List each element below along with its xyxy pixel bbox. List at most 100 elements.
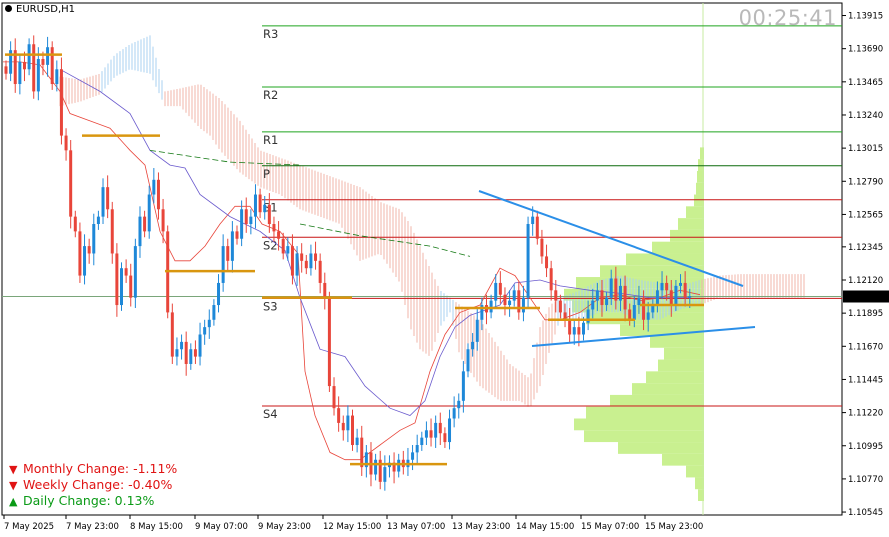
ichimoku-cloud [59, 35, 805, 407]
candle-body [351, 415, 354, 446]
trendline-lower [531, 326, 756, 347]
candle-body [133, 246, 137, 298]
volume-profile-bar [600, 265, 704, 278]
candle-body [120, 268, 123, 306]
x-tick-label: 15 May 23:00 [645, 522, 703, 532]
candle-body [480, 305, 484, 320]
candle-body [688, 296, 692, 298]
candle-body [341, 422, 345, 431]
candle-body [337, 408, 341, 423]
candle-body [106, 187, 110, 210]
volume-profile-bar [652, 241, 704, 254]
volume-profile-bar [574, 418, 704, 431]
candle-body [448, 418, 452, 443]
x-tick-label: 7 May 23:00 [66, 522, 119, 532]
candle-body [526, 224, 530, 298]
candle-body [346, 415, 350, 431]
candle-body [263, 204, 267, 213]
candle-body [679, 282, 683, 286]
candle-body [69, 150, 73, 217]
candle-body [503, 294, 507, 306]
y-tick-label: 1.11220 [848, 409, 883, 419]
candle-body [152, 179, 156, 195]
candle-body [290, 246, 294, 276]
x-tick-label: 13 May 07:00 [387, 522, 445, 532]
x-tick-label: 9 May 07:00 [195, 522, 248, 532]
symbol-text: EURUSD,H1 [16, 4, 76, 15]
candle-body [457, 400, 461, 409]
candle-body [161, 209, 165, 232]
candle-body [392, 462, 396, 472]
volume-profile-bar [586, 406, 704, 419]
candle-body [512, 290, 516, 301]
candle-body [642, 297, 646, 320]
candle-body [494, 282, 498, 301]
candle-body [383, 467, 387, 482]
candle-body [531, 216, 535, 225]
candle-body [59, 69, 63, 136]
pivot-label-r2: R2 [263, 88, 278, 102]
candle-body [115, 253, 119, 306]
volume-profile-bar [670, 229, 704, 242]
volume-profile-bar [658, 359, 704, 372]
candle-body [4, 66, 8, 74]
candle-body [41, 58, 45, 65]
current-price-label: 1.12008 [847, 293, 882, 303]
candle-body [50, 47, 54, 85]
volume-profile-bar [678, 218, 704, 230]
candle-body [249, 216, 253, 225]
candle-body [240, 209, 244, 239]
symbol-dot-icon [5, 5, 12, 12]
x-tick-label: 7 May 2025 [4, 522, 54, 532]
candle-body [660, 282, 664, 291]
candle-timer: 00:25:41 [738, 6, 837, 30]
current-price-box [843, 290, 889, 303]
x-tick-label: 8 May 15:00 [130, 522, 183, 532]
candle-body [669, 290, 673, 306]
candle-body [198, 334, 202, 357]
x-tick-label: 15 May 07:00 [581, 522, 639, 532]
candle-body [665, 282, 669, 291]
change-stats: ▼ Monthly Change: -1.11% ▼ Weekly Change: … [9, 461, 177, 509]
volume-profile-bar [696, 182, 704, 195]
candle-body [637, 297, 641, 306]
candle-body [521, 297, 525, 313]
candle-body [549, 268, 553, 291]
candle-body [244, 209, 248, 225]
volume-profile-bar [610, 394, 704, 407]
candle-body [124, 268, 128, 276]
candle-body [64, 135, 68, 151]
daily-change: ▲ Daily Change: 0.13% [9, 493, 177, 509]
candle-body [591, 300, 595, 310]
candle-body [323, 282, 327, 298]
candle-body [452, 408, 456, 419]
y-tick-label: 1.12345 [848, 243, 883, 253]
candle-body [623, 285, 627, 310]
candle-body [558, 300, 562, 313]
volume-profile-bar [650, 335, 704, 348]
candle-body [628, 309, 632, 320]
candle-body [295, 253, 299, 276]
volume-profile [564, 147, 704, 502]
candle-body [475, 319, 479, 342]
candle-body [618, 285, 622, 301]
candle-body [434, 422, 438, 438]
candle-body [471, 341, 475, 350]
volume-profile-bar [664, 347, 704, 360]
candle-body [207, 319, 211, 328]
y-tick-label: 1.12565 [848, 210, 883, 220]
volume-profile-bar [697, 170, 704, 183]
candle-body [508, 300, 512, 306]
candle-body [545, 256, 549, 269]
candle-body [577, 327, 581, 335]
candle-body [83, 246, 87, 276]
y-tick-label: 1.11445 [848, 375, 883, 385]
volume-profile-bar [618, 442, 704, 454]
up-arrow-icon: ▲ [9, 495, 18, 508]
candle-body [230, 231, 234, 261]
candle-body [411, 452, 415, 460]
candle-body [378, 459, 382, 482]
candle-body [535, 216, 539, 239]
